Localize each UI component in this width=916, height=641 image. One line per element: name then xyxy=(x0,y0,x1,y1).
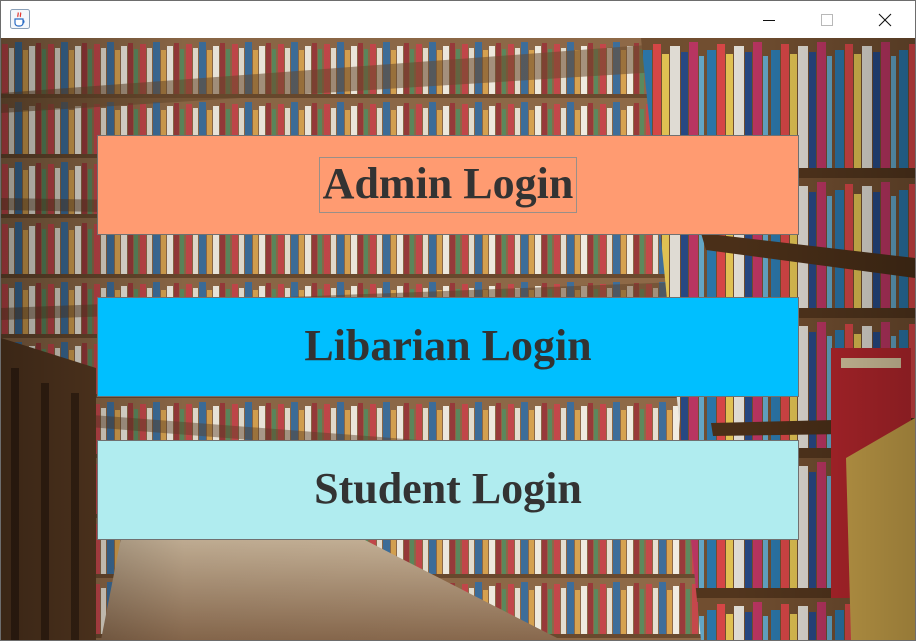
student-login-button[interactable]: Student Login xyxy=(97,440,799,540)
librarian-login-label: Libarian Login xyxy=(304,321,592,370)
content-panel: Admin Login Libarian Login Student Login xyxy=(1,38,915,640)
maximize-button[interactable] xyxy=(798,1,856,38)
java-cup-icon[interactable] xyxy=(10,9,30,29)
close-button[interactable] xyxy=(856,1,914,38)
close-icon xyxy=(878,13,892,26)
title-bar[interactable] xyxy=(1,1,915,38)
admin-login-button[interactable]: Admin Login xyxy=(97,135,799,235)
minimize-icon xyxy=(763,19,775,21)
student-login-label: Student Login xyxy=(314,464,582,513)
maximize-icon xyxy=(821,13,833,26)
admin-login-label: Admin Login xyxy=(318,157,578,213)
minimize-button[interactable] xyxy=(740,1,798,38)
librarian-login-button[interactable]: Libarian Login xyxy=(97,297,799,397)
